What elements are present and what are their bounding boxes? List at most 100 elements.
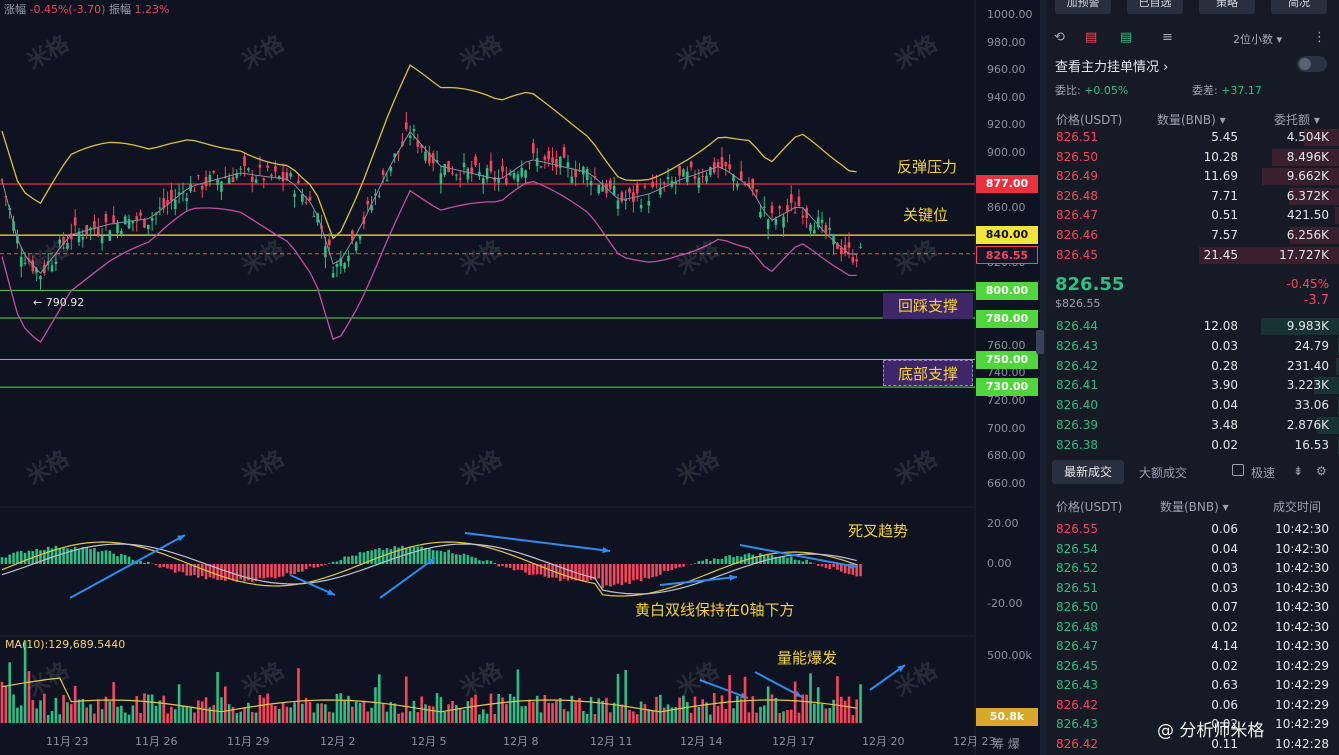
date-axis-label: 12月 20 [862, 735, 905, 748]
main-orders-link[interactable]: 查看主力挂单情况 › [1055, 56, 1168, 75]
alert-button[interactable]: 加预警 [1055, 0, 1111, 14]
bid-row[interactable]: 826.44 12.08 9.983K [1046, 317, 1339, 336]
macd-bar [562, 564, 566, 579]
kline-chart[interactable]: 涨幅 -0.45%(-3.70) 振幅 1.23% ← 790.92 MA(10… [0, 0, 1040, 755]
collapse-handle[interactable] [1036, 330, 1044, 354]
macd-bar [93, 547, 96, 564]
decimal-select-value: 2位小数 [1233, 33, 1273, 46]
panel-splitter[interactable] [1040, 0, 1046, 755]
volume-bar [535, 695, 539, 723]
candle-body [840, 247, 843, 254]
candle-body [766, 219, 770, 230]
volume-bar [247, 702, 250, 723]
volume-bar [655, 696, 658, 723]
volume-bar [96, 699, 100, 723]
both-sides-icon[interactable]: ▤ [1085, 30, 1098, 45]
candle-body [270, 174, 273, 177]
candle-body [724, 162, 728, 166]
macd-bar [816, 564, 820, 566]
current-price-tag: 826.55 [976, 246, 1038, 264]
asks-only-icon[interactable]: ≡ [1162, 30, 1173, 45]
trade-qty-header[interactable]: 数量(BNB) ▾ [1160, 500, 1229, 514]
refresh-icon[interactable]: ⟲ [1054, 30, 1065, 45]
volume-bar [759, 706, 762, 723]
candle-body [312, 215, 316, 217]
bid-row[interactable]: 826.38 0.02 16.53 [1046, 436, 1339, 455]
volume-bar [670, 707, 674, 723]
overview-button[interactable]: 简况 [1271, 0, 1327, 14]
macd-bar [628, 564, 631, 585]
tab-latest-trades[interactable]: 最新成交 [1052, 460, 1124, 484]
volume-bar [566, 711, 570, 723]
change-info: 涨幅 -0.45%(-3.70) 振幅 1.23% [4, 1, 169, 17]
date-axis-label: 12月 5 [411, 735, 447, 748]
macd-bar [127, 556, 131, 564]
candle-body [343, 263, 346, 269]
bids-only-icon[interactable]: ▤ [1120, 30, 1133, 45]
upper-band [1, 64, 857, 240]
volume-bar [751, 696, 755, 723]
bid-row[interactable]: 826.39 3.48 2.876K [1046, 416, 1339, 435]
orderbook-amount-header[interactable]: 委托额 ▾ [1274, 113, 1320, 127]
fast-checkbox[interactable] [1232, 464, 1244, 476]
macd-bar [408, 546, 412, 564]
ask-row[interactable]: 826.45 21.45 17.727K [1046, 246, 1339, 265]
chart-canvas[interactable] [0, 0, 1040, 755]
macd-bar [274, 564, 277, 579]
bid-row[interactable]: 826.42 0.28 231.40 [1046, 357, 1339, 376]
ask-row[interactable]: 826.50 10.28 8.496K [1046, 148, 1339, 167]
candle-body [147, 224, 150, 230]
macd-bar [578, 564, 581, 580]
macd-bar [528, 564, 531, 575]
volume-bar [828, 708, 832, 723]
candle-body [535, 158, 539, 167]
arrow-head [897, 665, 905, 672]
trade-row: 826.50 0.07 10:42:30 [1046, 598, 1339, 617]
candle-body [220, 181, 223, 192]
watchlist-button[interactable]: 已自选 [1127, 0, 1183, 14]
candle-body [547, 151, 550, 160]
ask-row[interactable]: 826.51 5.45 4.504K [1046, 128, 1339, 147]
main-orders-toggle[interactable] [1297, 56, 1327, 72]
bid-row[interactable]: 826.43 0.03 24.79 [1046, 337, 1339, 356]
macd-bar [451, 553, 454, 564]
candle-body [678, 165, 681, 176]
volume-bar [705, 702, 708, 723]
strategy-button[interactable]: 策略 [1199, 0, 1255, 14]
macd-bar [362, 552, 366, 564]
ask-row[interactable]: 826.48 7.71 6.372K [1046, 187, 1339, 206]
volume-bar [589, 696, 593, 723]
decimal-select[interactable]: 2位小数 ▾ [1233, 31, 1282, 47]
bid-row[interactable]: 826.41 3.90 3.223K [1046, 376, 1339, 395]
macd-bar [443, 552, 447, 564]
candle-body [712, 162, 716, 173]
more-icon[interactable]: ⋮ [1313, 30, 1326, 45]
macd-bar [77, 548, 81, 564]
ask-row[interactable]: 826.46 7.57 6.256K [1046, 226, 1339, 245]
candle-body [689, 161, 693, 168]
bid-row[interactable]: 826.40 0.04 33.06 [1046, 396, 1339, 415]
macd-bar [385, 548, 389, 564]
candle-body [651, 181, 654, 188]
price-axis-label: 1000.00 [987, 8, 1033, 21]
orderbook-qty-header[interactable]: 数量(BNB) ▾ [1157, 113, 1226, 127]
ask-row[interactable]: 826.47 0.51 421.50 [1046, 206, 1339, 225]
order-price: 826.44 [1056, 319, 1098, 333]
bottom-high-tag: 750.00 [976, 351, 1038, 369]
filter-icon[interactable]: ⇟ [1293, 464, 1304, 478]
candle-body [50, 265, 54, 272]
chip-burst-tabs[interactable]: 筹 爆 [992, 737, 1020, 751]
candle-body [31, 260, 35, 272]
order-amount: 9.983K [1286, 319, 1329, 333]
macd-bar [147, 561, 150, 564]
volume-bar [89, 704, 92, 723]
settings-icon[interactable]: ⚙ [1316, 464, 1327, 478]
macd-bar [616, 564, 620, 584]
volume-bar [354, 701, 358, 723]
macd-bar [585, 564, 589, 581]
macd-bar [682, 564, 685, 567]
order-price: 826.39 [1056, 418, 1098, 432]
ask-row[interactable]: 826.49 11.69 9.662K [1046, 167, 1339, 186]
volume-bar [612, 702, 616, 723]
tab-large-trades[interactable]: 大额成交 [1139, 466, 1188, 480]
